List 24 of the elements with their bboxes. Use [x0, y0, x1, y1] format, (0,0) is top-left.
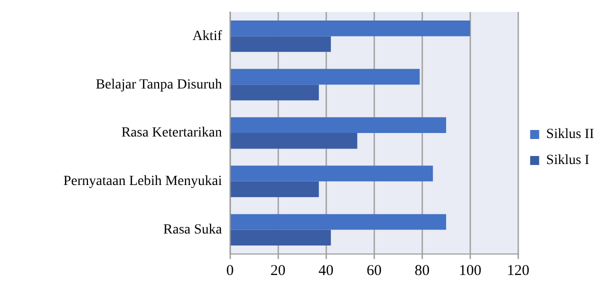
x-tick-label: 120: [506, 262, 530, 279]
bar: [230, 166, 433, 182]
x-tick-label: 100: [458, 262, 482, 279]
bar: [230, 214, 446, 230]
x-tick-label: 40: [318, 262, 334, 279]
bar: [230, 181, 319, 198]
x-tick-label: 0: [226, 262, 234, 279]
bar: [230, 230, 331, 246]
y-tick-label: Pernyataan Lebih Menyukai: [63, 174, 222, 190]
x-tick-label: 20: [270, 262, 286, 279]
y-tick-label: Belajar Tanpa Disuruh: [96, 77, 222, 92]
bar: [230, 133, 358, 149]
legend-label: Siklus I: [546, 153, 590, 168]
y-tick-label: Aktif: [192, 28, 222, 44]
bar: [230, 68, 420, 85]
bar: [230, 84, 319, 100]
bar: [230, 36, 331, 52]
y-tick-label: Rasa Ketertarikan: [121, 126, 222, 141]
y-tick-label: Rasa Suka: [163, 222, 223, 238]
legend-label: Siklus II: [546, 127, 594, 142]
x-tick-label: 60: [366, 262, 382, 279]
x-tick-label: 80: [414, 262, 430, 279]
bar: [230, 20, 470, 36]
bar: [230, 117, 446, 133]
